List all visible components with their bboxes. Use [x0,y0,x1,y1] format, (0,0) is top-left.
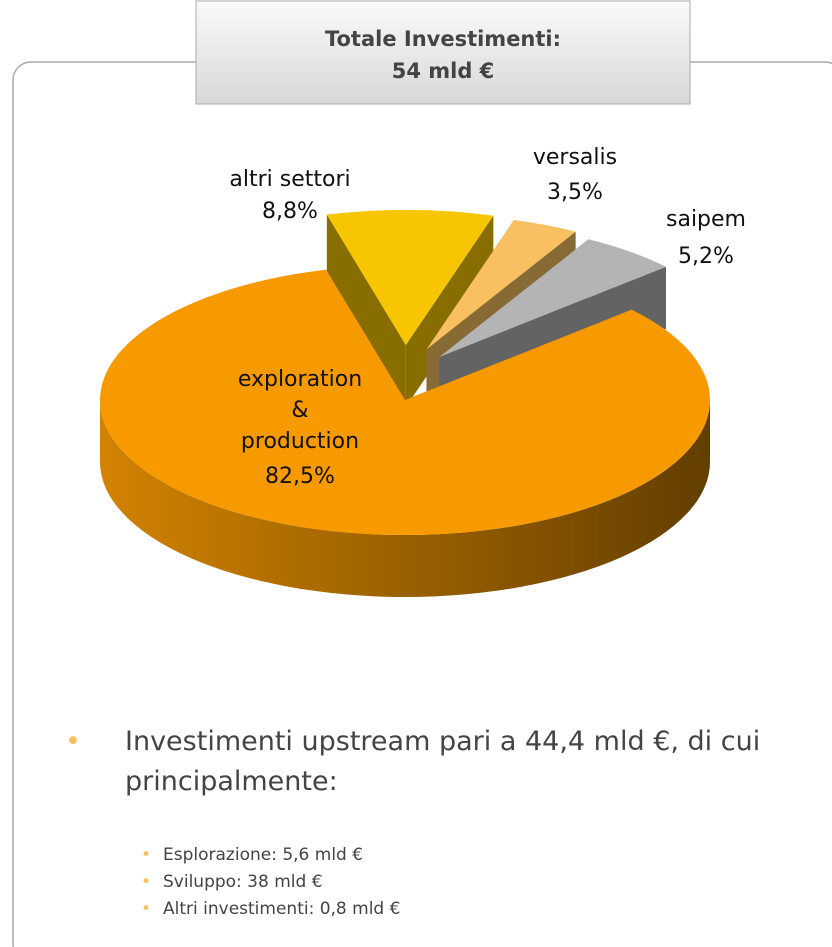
label-line: exploration [238,367,362,392]
slice-top [99,269,710,535]
slice-side [100,400,710,597]
chart-title: Totale Investimenti: [325,27,561,51]
title-box [195,0,691,105]
slice-value: 5,2% [678,244,734,269]
bullet-item: Altri investimenti: 0,8 mld € [141,899,400,919]
slice-top [439,239,667,358]
label-line: production [241,429,359,454]
slice-label: versalis [533,145,617,170]
slice-value: 8,8% [262,199,318,224]
slice-value: 3,5% [547,180,603,205]
slice-label: altri settori [229,167,350,192]
slice-wall [326,214,406,408]
slice-label: exploration & production [238,367,362,454]
slice-label: saipem [666,207,746,232]
label-line: & [291,398,308,423]
bullet-main: Investimenti upstream pari a 44,4 mld €,… [65,722,815,802]
chart-subtitle: 54 mld € [392,59,495,83]
bullet-item: Esplorazione: 5,6 mld € [141,845,363,865]
slice-top [426,220,576,350]
slice [99,269,710,597]
bullet-item: Sviluppo: 38 mld € [141,872,322,892]
slice-value: 82,5% [265,464,335,489]
slice-top [326,210,494,346]
